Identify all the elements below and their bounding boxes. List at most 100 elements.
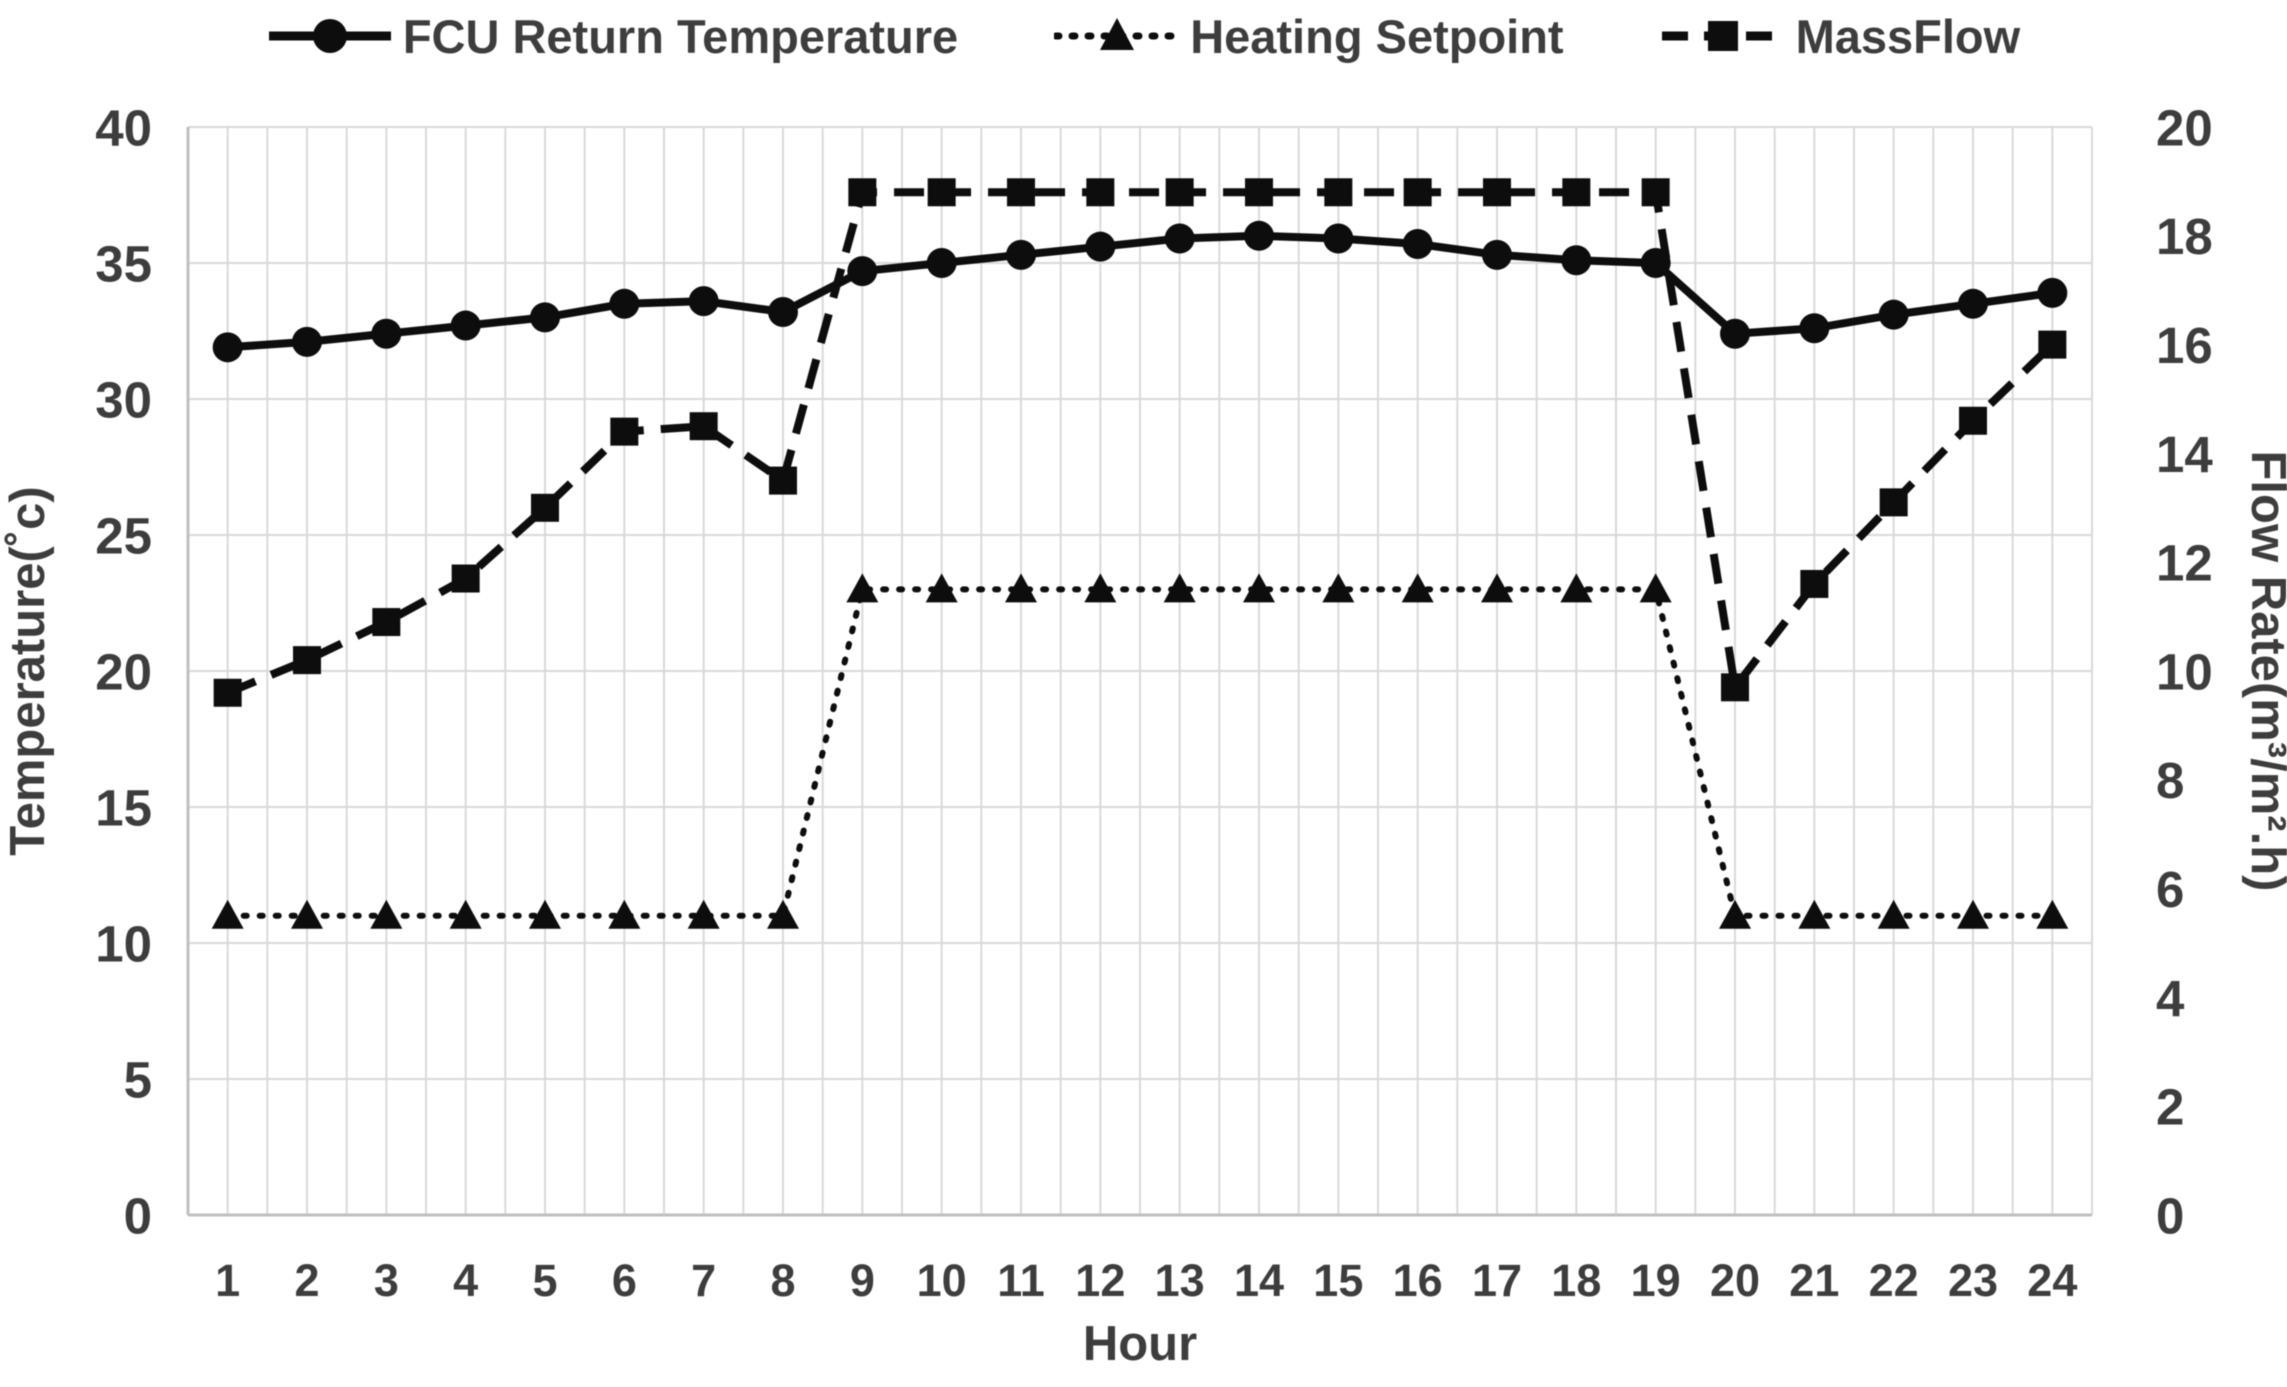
data-point-triangle xyxy=(1560,573,1593,603)
x-tick-label: 23 xyxy=(1948,1255,1998,1306)
data-point-triangle xyxy=(1084,573,1117,603)
y-tick-label-right: 20 xyxy=(2156,99,2213,156)
data-point-triangle xyxy=(1798,899,1831,929)
y-tick-label-right: 14 xyxy=(2156,426,2213,483)
y-tick-label-right: 10 xyxy=(2156,643,2213,700)
data-point-square xyxy=(1800,569,1829,598)
data-point-triangle xyxy=(291,899,323,929)
x-tick-label: 21 xyxy=(1789,1255,1839,1306)
y-tick-label-right: 2 xyxy=(2156,1079,2184,1136)
x-tick-label: 2 xyxy=(294,1255,319,1306)
x-tick-label: 10 xyxy=(917,1255,967,1306)
data-point-circle xyxy=(1561,245,1592,276)
data-point-circle xyxy=(609,288,640,319)
data-point-circle xyxy=(2037,277,2068,308)
legend-label: Heating Setpoint xyxy=(1190,9,1564,63)
data-point-triangle xyxy=(925,573,958,603)
series-layer xyxy=(211,178,2069,929)
data-point-square xyxy=(1562,178,1591,207)
x-tick-label: 3 xyxy=(374,1255,399,1306)
data-point-circle xyxy=(688,286,719,317)
data-point-square xyxy=(531,493,559,522)
data-point-triangle xyxy=(608,899,641,929)
y-tick-label-left: 30 xyxy=(95,371,152,428)
data-point-square xyxy=(1245,178,1273,207)
data-point-square xyxy=(372,608,401,637)
data-point-square xyxy=(213,678,242,707)
x-tick-label: 15 xyxy=(1313,1255,1363,1306)
y-axis-left-title: Temperature(˚c) xyxy=(1,486,55,855)
data-point-circle xyxy=(1402,228,1433,259)
data-point-circle xyxy=(1323,223,1354,254)
data-point-circle xyxy=(292,326,322,357)
data-point-square xyxy=(689,412,718,441)
x-tick-label: 13 xyxy=(1155,1255,1205,1306)
data-point-circle xyxy=(371,318,402,349)
data-point-square xyxy=(769,466,797,495)
data-point-triangle xyxy=(1719,899,1751,929)
data-point-triangle xyxy=(1877,899,1910,929)
data-point-circle xyxy=(1878,299,1909,330)
data-point-triangle xyxy=(1957,899,1989,929)
data-point-triangle xyxy=(846,573,879,603)
y-tick-label-right: 4 xyxy=(2156,970,2185,1027)
series-line-heating-setpoint xyxy=(224,586,2056,919)
legend-item-fcu-return-temperature: FCU Return Temperature xyxy=(267,9,958,64)
data-point-square xyxy=(2038,330,2067,359)
y-tick-label-right: 12 xyxy=(2156,535,2213,592)
x-tick-label: 1 xyxy=(215,1255,240,1306)
data-point-circle xyxy=(1244,220,1274,251)
grid-layer xyxy=(187,126,2093,1216)
data-point-triangle xyxy=(1401,573,1434,603)
data-point-square xyxy=(1879,488,1908,517)
data-point-square xyxy=(610,417,639,446)
data-point-square xyxy=(1641,178,1670,207)
data-point-circle xyxy=(1085,231,1116,262)
data-point-triangle xyxy=(211,899,244,929)
data-point-square xyxy=(1483,178,1511,207)
data-point-circle xyxy=(926,248,957,278)
legend-item-massflow: MassFlow xyxy=(1660,9,2020,64)
chart-legend: FCU Return Temperature Heating Setpoint … xyxy=(0,4,2287,68)
data-point-square xyxy=(1007,178,1035,207)
legend-item-heating-setpoint: Heating Setpoint xyxy=(1054,9,1564,64)
y-tick-label-left: 5 xyxy=(124,1051,152,1108)
data-point-circle xyxy=(847,256,878,287)
data-point-square xyxy=(848,178,877,207)
x-tick-label: 24 xyxy=(2027,1255,2077,1306)
x-tick-label: 22 xyxy=(1869,1255,1919,1306)
y-tick-label-left: 15 xyxy=(95,779,152,836)
solid-line-circle-marker-icon xyxy=(268,19,391,53)
data-point-square xyxy=(927,178,956,207)
x-tick-label: 18 xyxy=(1551,1255,1601,1306)
y-axis-right-title: Flow Rate(m³/m².h) xyxy=(2241,451,2287,892)
y-tick-label-left: 0 xyxy=(124,1187,152,1244)
data-point-triangle xyxy=(767,899,799,929)
x-tick-label: 12 xyxy=(1075,1255,1125,1306)
y-tick-label-right: 16 xyxy=(2156,317,2213,374)
x-tick-label: 11 xyxy=(997,1255,1045,1306)
data-point-triangle xyxy=(687,899,720,929)
data-point-circle xyxy=(1799,313,1830,344)
data-point-circle xyxy=(768,296,798,327)
data-point-triangle xyxy=(1322,573,1355,603)
data-point-circle xyxy=(1958,288,1988,319)
data-point-triangle xyxy=(1639,573,1672,603)
dashed-line-square-marker-icon xyxy=(1661,21,1784,51)
x-tick-label: 20 xyxy=(1710,1255,1760,1306)
data-point-square xyxy=(451,564,480,593)
x-tick-label: 5 xyxy=(532,1255,557,1306)
data-point-square xyxy=(293,646,321,675)
data-point-circle xyxy=(530,302,560,333)
data-point-circle xyxy=(1482,239,1512,270)
x-tick-label: 14 xyxy=(1234,1255,1284,1306)
x-tick-label: 17 xyxy=(1472,1255,1522,1306)
x-tick-label: 8 xyxy=(770,1255,795,1306)
x-tick-label: 9 xyxy=(850,1255,875,1306)
y-tick-label-left: 10 xyxy=(95,915,152,972)
y-tick-label-right: 8 xyxy=(2156,752,2184,809)
data-point-triangle xyxy=(1005,573,1037,603)
x-axis-title: Hour xyxy=(1083,1317,1197,1371)
